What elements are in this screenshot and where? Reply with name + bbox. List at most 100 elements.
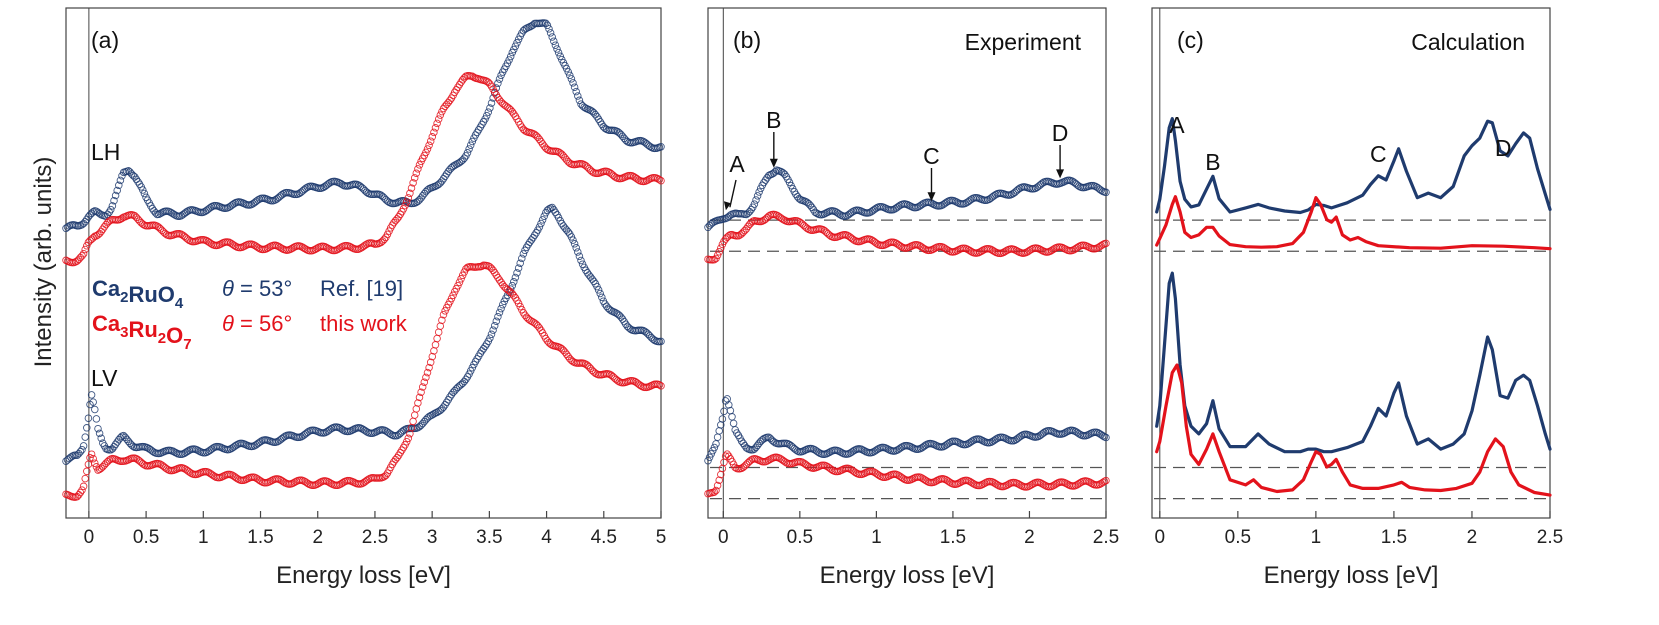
panel-tag: (b) [733, 27, 761, 53]
data-point [489, 326, 497, 334]
data-point [425, 363, 433, 372]
x-tick-label: 2 [1467, 527, 1478, 548]
data-point [431, 341, 440, 349]
data-point [423, 145, 432, 153]
data-point [511, 273, 520, 282]
data-point [87, 391, 96, 399]
data-point [725, 401, 733, 409]
data-point [434, 328, 443, 336]
data-point [506, 285, 515, 293]
data-point [468, 137, 477, 146]
data-point [79, 482, 88, 491]
data-point [519, 250, 528, 258]
x-tick-label: 0 [84, 527, 95, 548]
data-point [538, 216, 547, 224]
peak-label: B [1205, 149, 1220, 175]
data-point [439, 310, 448, 319]
spectrum-line [1155, 117, 1552, 215]
data-point [401, 201, 409, 210]
data-point [511, 42, 520, 50]
data-point [89, 398, 97, 406]
data-point [494, 312, 502, 321]
data-point [91, 405, 99, 414]
data-point [657, 382, 665, 390]
data-point [542, 19, 550, 28]
data-point [553, 45, 561, 53]
panel-frame [707, 7, 1107, 519]
data-point [720, 458, 728, 467]
x-tick-label: 1.5 [1381, 527, 1407, 548]
data-point [750, 200, 759, 208]
data-point [470, 73, 478, 82]
data-point [505, 56, 513, 64]
data-point [527, 236, 536, 244]
data-point [566, 71, 574, 80]
data-point [516, 259, 524, 267]
spectrum-line [1155, 363, 1552, 497]
data-point [426, 137, 435, 145]
x-axis-label: Energy loss [eV] [276, 562, 451, 589]
x-tick-label: 1 [871, 527, 882, 548]
series-ca3ru2o7-lh [704, 210, 1110, 264]
data-point [415, 161, 424, 169]
data-point [463, 149, 472, 157]
peak-label: A [729, 151, 745, 177]
data-point [414, 165, 422, 173]
data-point [81, 245, 89, 254]
legend-note: this work [320, 311, 408, 336]
data-point [87, 450, 96, 458]
x-tick-label: 1 [1311, 527, 1322, 548]
data-point [718, 415, 727, 423]
y-axis-label: Intensity (arb. units) [30, 157, 57, 368]
data-point [418, 383, 427, 391]
x-tick-label: 1.5 [247, 527, 273, 548]
data-point [657, 143, 665, 151]
data-point [657, 337, 665, 346]
x-tick-label: 3.5 [476, 527, 502, 548]
data-point [590, 277, 598, 286]
data-point [715, 248, 723, 256]
data-point [713, 251, 722, 260]
data-point [540, 212, 548, 220]
data-point [569, 79, 577, 87]
data-point [655, 175, 664, 184]
x-axis-label: Energy loss [eV] [820, 562, 995, 589]
data-point [513, 269, 521, 277]
data-point [140, 189, 149, 198]
panel-frame [65, 7, 662, 519]
x-tick-label: 0.5 [1225, 527, 1251, 548]
peak-arrow [729, 179, 737, 208]
label-lh: LH [91, 139, 120, 165]
data-point [404, 434, 413, 443]
data-point [1099, 240, 1107, 249]
peak-label: C [923, 143, 940, 169]
data-point [720, 407, 728, 416]
data-point [420, 378, 429, 386]
data-point [407, 184, 416, 192]
x-tick-label: 4.5 [591, 527, 617, 548]
data-point [84, 414, 93, 422]
data-point [78, 486, 86, 494]
data-point [550, 37, 558, 45]
data-point [78, 445, 86, 454]
peak-label: D [1052, 120, 1069, 146]
data-point [1100, 477, 1109, 486]
data-point [551, 41, 560, 49]
x-tick-label: 0 [1155, 527, 1166, 548]
data-point [431, 124, 440, 132]
data-point [572, 87, 580, 96]
data-point [752, 196, 760, 204]
series-ca2ruo4-lh-calc [1155, 117, 1552, 215]
data-point [710, 488, 719, 496]
peak-label: C [1370, 141, 1387, 167]
data-point [76, 447, 85, 456]
peak-arrowhead [927, 192, 936, 202]
data-point [414, 399, 422, 407]
data-point [712, 486, 720, 495]
data-point [115, 181, 123, 190]
data-point [430, 128, 438, 137]
peak-label: D [1495, 135, 1512, 161]
data-point [753, 192, 762, 200]
data-point [415, 393, 424, 402]
legend-compound: Ca3Ru2O7Ca3Ru2O7 [92, 311, 192, 353]
